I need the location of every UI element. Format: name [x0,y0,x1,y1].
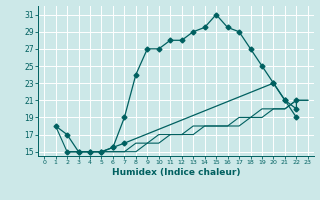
X-axis label: Humidex (Indice chaleur): Humidex (Indice chaleur) [112,168,240,177]
